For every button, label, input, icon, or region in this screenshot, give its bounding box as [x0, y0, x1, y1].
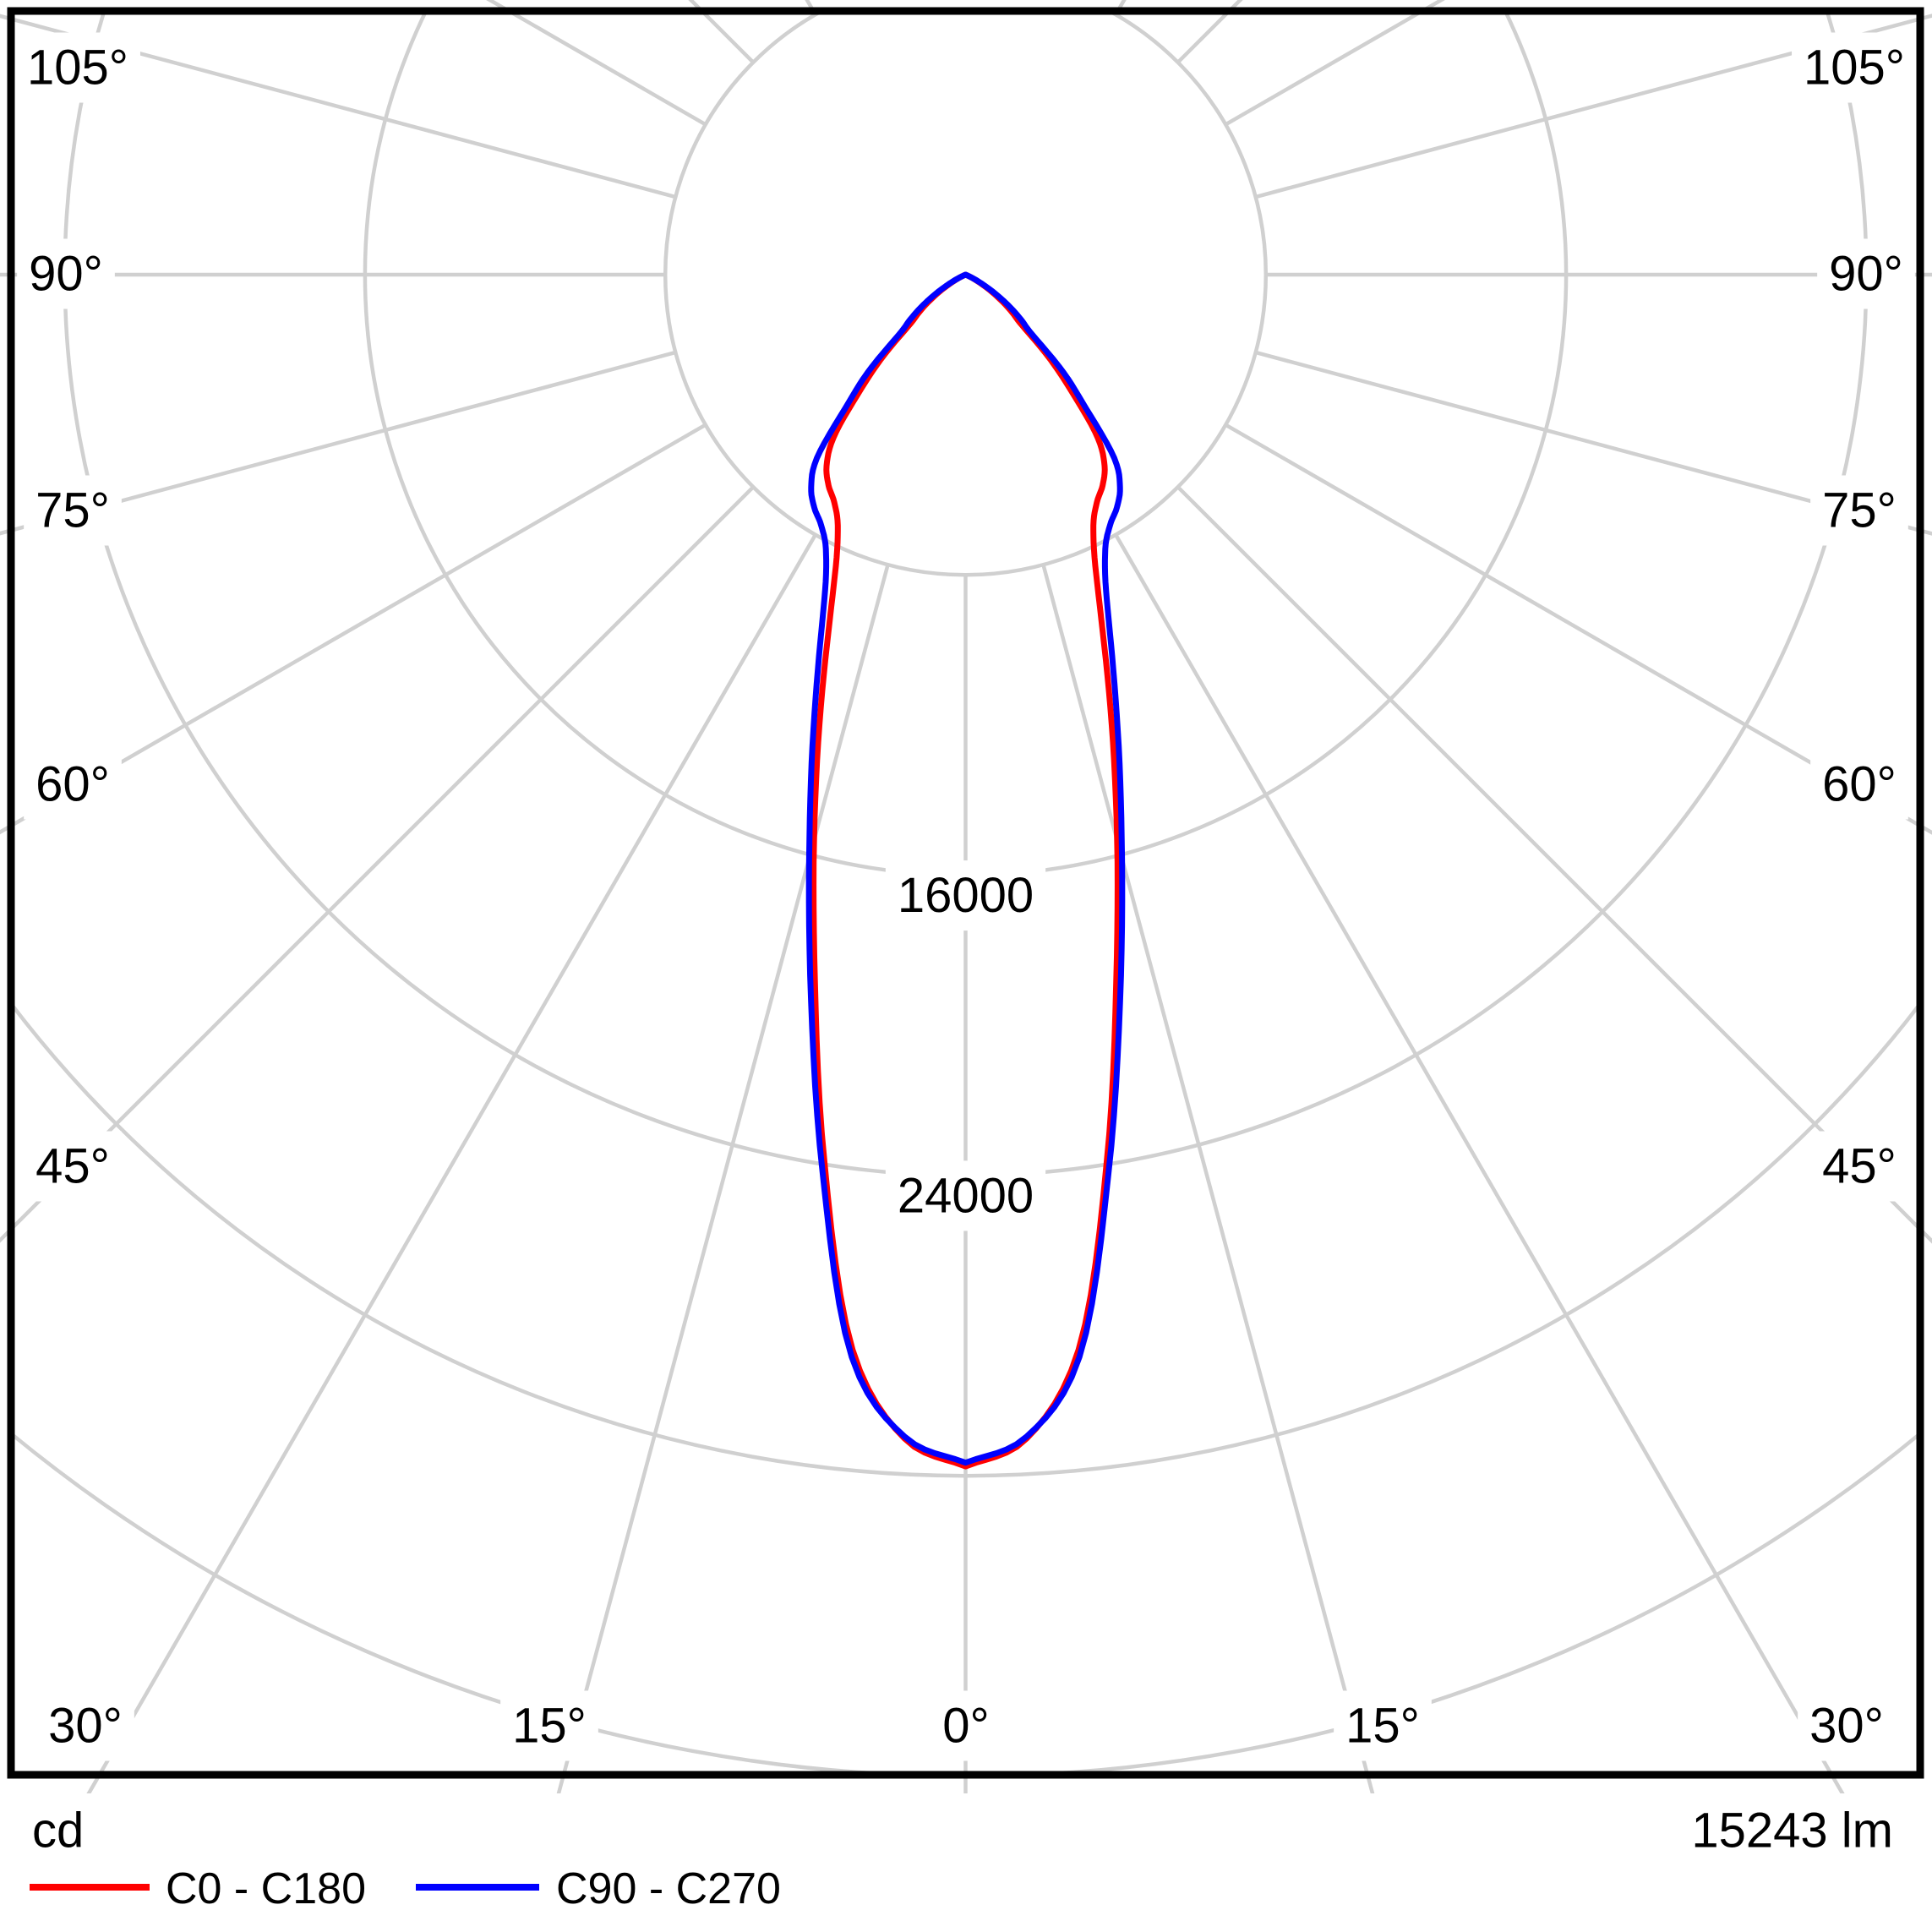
angle-label-14-30deg: 30°	[1809, 1699, 1884, 1754]
ring-label-24000-bg	[885, 1160, 1046, 1231]
angle-label-5-105deg-bg	[1792, 32, 1917, 103]
angle-label-9-45deg: 45°	[1822, 1139, 1897, 1194]
angle-label-6-90deg: 90°	[1829, 247, 1903, 302]
angle-label-2-75deg-bg	[24, 475, 122, 546]
angle-label-5-105deg: 105°	[1804, 41, 1905, 96]
angle-label-10-30deg-bg	[36, 1690, 134, 1761]
legend-label-c0-c180: C0 - C180	[166, 1864, 366, 1913]
angle-label-3-60deg: 60°	[35, 757, 110, 812]
angle-label-9-45deg-bg	[1810, 1131, 1908, 1202]
angle-label-7-75deg: 75°	[1822, 483, 1897, 538]
angle-label-8-60deg: 60°	[1822, 757, 1897, 812]
grid-radial-l105	[0, 14, 676, 199]
ring-label-24000: 24000	[898, 1168, 1034, 1223]
curve-c90-c270	[805, 271, 1126, 1466]
angle-label-3-60deg-bg	[24, 749, 122, 820]
grid-radial-r30	[1114, 533, 1845, 1793]
grid-radial-r105	[1255, 14, 1932, 199]
angle-label-2-75deg: 75°	[35, 483, 110, 538]
angle-labels: 105° 90° 75° 60° 45° 105° 90° 75° 60° 45° 30° 15° 0°…	[15, 32, 1917, 1761]
plot-border	[7, 7, 1924, 1779]
unit-label: cd	[32, 1804, 84, 1858]
angle-label-13-15deg: 15°	[1345, 1699, 1420, 1754]
ring-label-16000-bg	[885, 860, 1046, 931]
angle-label-0-105deg-bg	[15, 32, 140, 103]
ring-labels: 16000 24000	[885, 860, 1046, 1231]
angle-label-11-15deg-bg	[500, 1690, 598, 1761]
grid-radial-l75	[0, 350, 676, 536]
grid-radial-l30	[86, 533, 817, 1793]
angle-label-1-90deg: 90°	[29, 247, 103, 302]
ring-label-16000: 16000	[898, 868, 1034, 923]
angle-label-12-0deg: 0°	[942, 1699, 989, 1754]
angle-label-4-45deg-bg	[24, 1131, 122, 1202]
angle-label-8-60deg-bg	[1810, 749, 1908, 820]
flux-label: 15243 lm	[1691, 1804, 1893, 1858]
angle-label-7-75deg-bg	[1810, 475, 1908, 546]
angle-label-11-15deg: 15°	[512, 1699, 587, 1754]
angle-label-6-90deg-bg	[1817, 238, 1915, 309]
legend-label-c90-c270: C90 - C270	[556, 1864, 781, 1913]
angle-label-0-105deg: 105°	[27, 41, 128, 96]
angle-label-14-30deg-bg	[1798, 1690, 1896, 1761]
angle-label-13-15deg-bg	[1334, 1690, 1432, 1761]
angle-label-10-30deg: 30°	[48, 1699, 123, 1754]
grid-radial-r45	[1176, 485, 1932, 1244]
grid-radial-l45	[0, 485, 755, 1243]
angle-label-12-0deg-bg	[931, 1690, 1001, 1761]
legend: C0 - C180 C90 - C270	[30, 1864, 781, 1913]
grid-radial-l60	[0, 423, 707, 835]
grid-radial-r75	[1255, 350, 1932, 536]
intensity-curves	[805, 271, 1126, 1470]
grid-radial-r60	[1225, 423, 1932, 835]
angle-label-1-90deg-bg	[17, 238, 115, 309]
angle-label-4-45deg: 45°	[35, 1139, 110, 1194]
